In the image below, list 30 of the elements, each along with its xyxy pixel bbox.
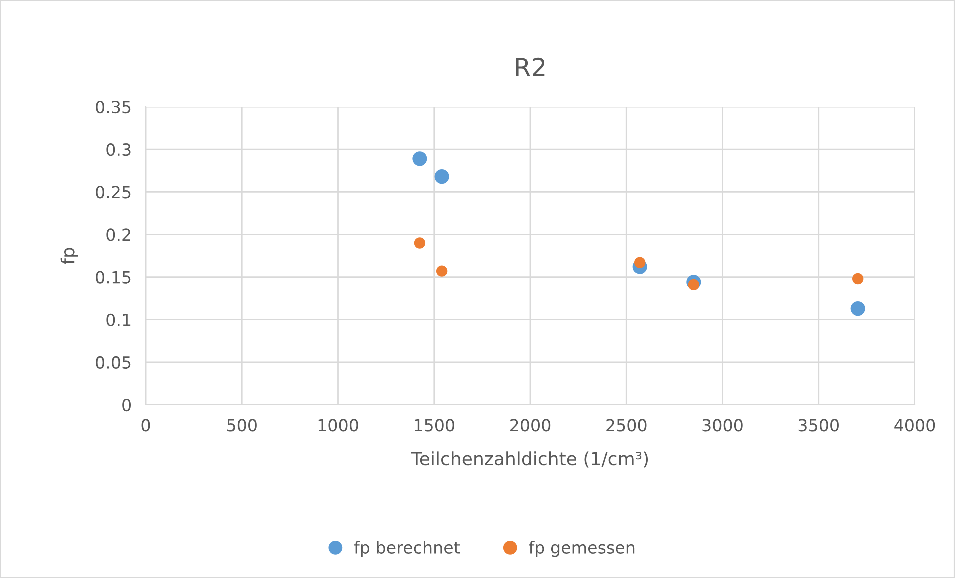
y-tick-label: 0 — [122, 398, 132, 412]
chart-title: R2 — [516, 58, 545, 76]
point — [412, 152, 428, 166]
x-tick-label: 4000 — [894, 419, 936, 432]
point — [436, 266, 448, 277]
y-tick-label: 0.2 — [106, 228, 130, 242]
y-axis-title: fp — [60, 248, 78, 264]
point — [688, 279, 700, 291]
point — [634, 257, 646, 268]
point — [434, 170, 450, 184]
x-axis-title: Teilchenzahldichte (1/cm³) — [411, 452, 648, 468]
point — [852, 273, 864, 285]
point — [850, 302, 866, 316]
y-tick-label: 0.15 — [96, 271, 131, 284]
x-tick-label: 3000 — [702, 419, 743, 432]
point — [414, 238, 426, 249]
x-tick-label: 2500 — [606, 419, 647, 432]
x-tick-label: 500 — [228, 419, 257, 432]
y-tick-label: 0.05 — [96, 356, 131, 369]
x-tick-label: 1000 — [318, 419, 358, 432]
x-tick-label: 3500 — [798, 419, 839, 432]
legend-label: fp berechnet — [354, 541, 460, 558]
y-tick-label: 0.35 — [96, 100, 131, 114]
x-tick-label: 1500 — [414, 419, 454, 432]
legend-label: fp gemessen — [529, 541, 635, 558]
y-tick-label: 0.3 — [106, 144, 131, 156]
y-tick-label: 0.1 — [106, 314, 131, 326]
x-tick-label: 2000 — [510, 419, 551, 432]
x-tick-label: 0 — [142, 419, 150, 432]
y-tick-label: 0.25 — [96, 186, 131, 199]
